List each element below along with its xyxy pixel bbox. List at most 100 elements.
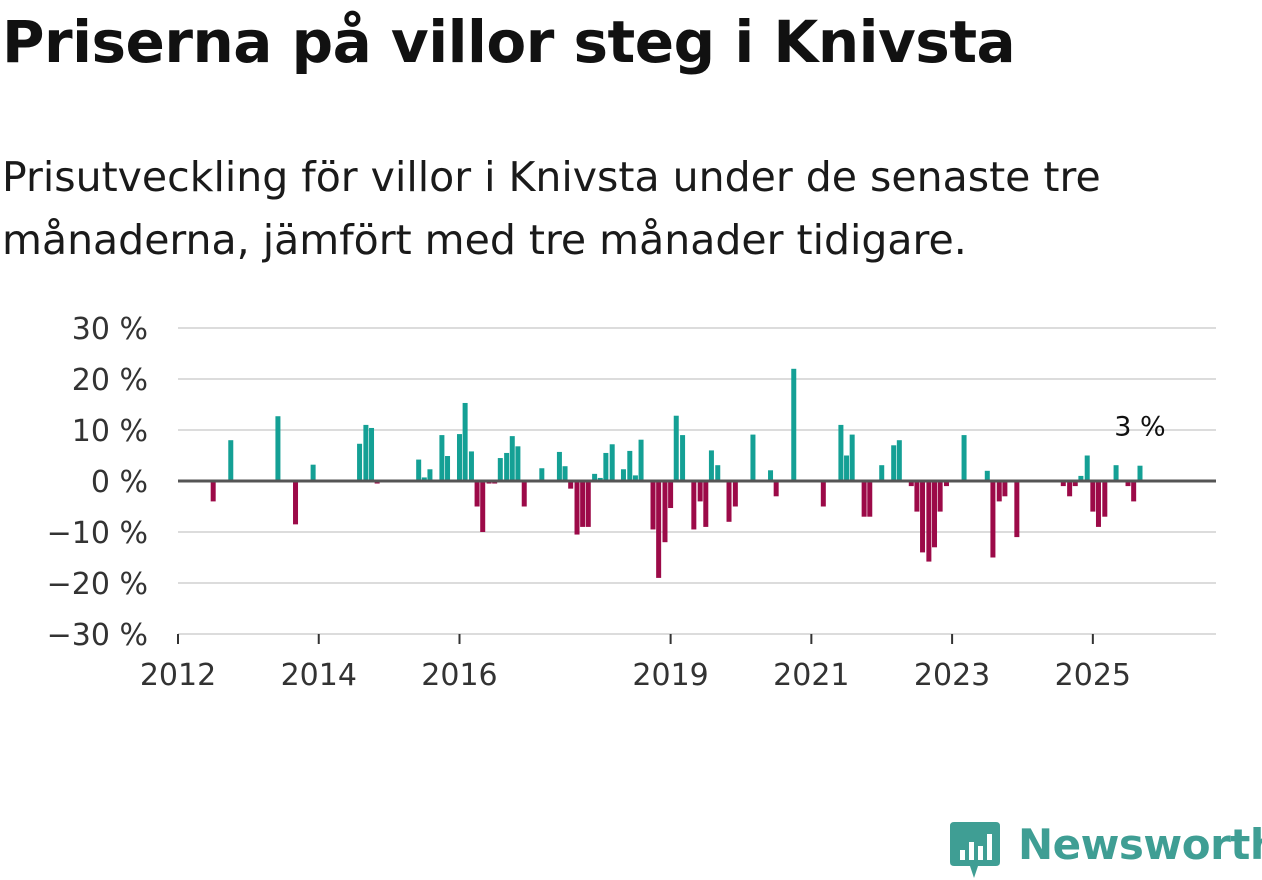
bar [427,469,433,481]
bar [474,481,480,507]
bar [363,424,369,481]
bar [773,481,779,497]
bar [574,481,580,535]
x-tick-label: 2025 [1055,658,1131,693]
bar [726,481,732,522]
bar [879,465,885,481]
annotations: 3 % [1114,412,1165,443]
bar [568,481,574,489]
bar [961,435,967,481]
bar [750,434,756,481]
bar [421,477,427,481]
bar [521,481,527,507]
newsworthy-brand: Newsworthy [950,818,1262,878]
y-tick-label: −20 % [47,567,148,602]
y-tick-label: 10 % [72,414,148,449]
bar [680,435,686,481]
bar [943,481,949,487]
bar [990,481,996,558]
x-tick-label: 2014 [281,658,357,693]
bar [1137,465,1143,481]
bar [849,434,855,481]
bar [668,481,674,509]
bar [609,444,615,481]
bar [732,481,738,507]
bar [914,481,920,512]
bar [416,459,422,481]
bar [468,451,474,481]
bar [926,481,932,562]
bar [369,427,375,481]
brand-name: Newsworthy [1018,820,1262,869]
bar [585,481,591,527]
bar [539,468,545,481]
bar [691,481,697,530]
bar [896,440,902,481]
bar [673,415,679,481]
bar [632,475,638,481]
bar [357,443,363,481]
bar [838,424,844,481]
bar [650,481,656,530]
bar [515,446,521,481]
y-tick-label: −30 % [47,618,148,653]
bar [708,450,714,481]
bar [656,481,662,578]
grid-lines [178,327,1216,635]
bar [1125,481,1131,487]
bar [592,473,598,481]
bar [1002,481,1008,497]
bar [504,452,510,481]
y-tick-label: −10 % [47,516,148,551]
bar [1102,481,1108,517]
bar [768,470,774,481]
chart-subtitle: Prisutveckling för villor i Knivsta unde… [2,153,1101,264]
bar [210,481,216,502]
bar [932,481,938,548]
x-tick-label: 2021 [773,658,849,693]
bar [310,464,316,481]
bar [603,452,609,481]
bar [1084,455,1090,481]
bar [556,451,562,481]
bar [891,445,897,481]
bar [228,440,234,481]
bar [791,368,797,481]
bar [562,466,568,481]
bar [445,456,451,481]
bar [1067,481,1073,497]
page-title: Priserna på villor steg i Knivsta [2,8,1016,76]
bar [1072,481,1078,487]
y-tick-label: 30 % [72,312,148,347]
bar [861,481,867,517]
bar [580,481,586,527]
bar-chart: 30 %20 %10 %0 %−10 %−20 %−30 % 2012 2014 2… [47,312,1216,693]
x-tick-label: 2019 [632,658,708,693]
bar [996,481,1002,502]
bar [820,481,826,507]
bar [1131,481,1137,502]
bar [293,481,299,525]
bar [627,450,633,481]
bar [1014,481,1020,538]
bar [509,436,515,481]
bar [920,481,926,553]
bar [462,402,468,481]
x-tick-label: 2016 [421,658,497,693]
bar [1113,465,1119,481]
bar [697,481,703,502]
bar [1095,481,1101,527]
bar [662,481,668,543]
last-value-label: 3 % [1114,412,1165,443]
bar [620,469,626,481]
y-tick-label: 20 % [72,363,148,398]
y-tick-label: 0 % [91,465,148,500]
bar [1090,481,1096,512]
bar [497,458,503,481]
bar [703,481,709,527]
bar [480,481,486,532]
bar [597,477,603,481]
bar [844,455,850,481]
bar [456,434,462,481]
bar [439,435,445,481]
